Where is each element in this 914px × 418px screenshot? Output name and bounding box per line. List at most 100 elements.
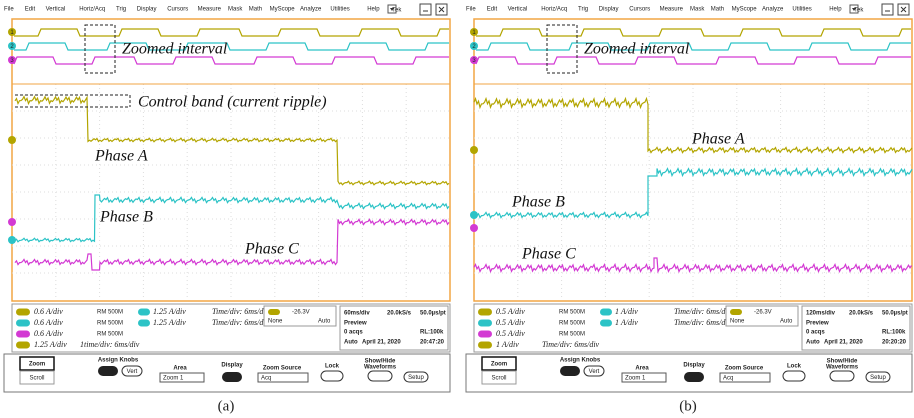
menu-item[interactable]: MyScope: [732, 7, 758, 13]
timebase-date: April 21, 2020: [824, 340, 863, 346]
display-on-label: On: [690, 375, 699, 381]
menu-item[interactable]: Measure: [660, 7, 684, 13]
channel-scale: 1 A/div: [615, 318, 638, 327]
menu-item[interactable]: Cursors: [629, 7, 650, 13]
channel-termination: RM 500M: [97, 321, 123, 327]
channel-scale: 0.6 A/div: [34, 307, 63, 316]
timebase-rate: 20.0kS/s: [849, 311, 874, 317]
trigger-level: -26.3V: [754, 310, 772, 316]
menu-item[interactable]: Edit: [487, 7, 498, 13]
area-label: Area: [635, 366, 649, 372]
timebase-time: 20:20:20: [882, 340, 907, 346]
trigger-level: -26.3V: [292, 310, 310, 316]
minimize-button[interactable]: [420, 4, 431, 15]
zoom-tab-label: Zoom: [29, 362, 45, 368]
menu-item[interactable]: MyScope: [270, 7, 296, 13]
menu-item[interactable]: Mask: [228, 7, 243, 13]
timebase-acqs: 0 acqs: [806, 330, 825, 336]
show-hide-button[interactable]: [368, 371, 392, 381]
timebase-state: Preview: [806, 321, 829, 327]
channel-termination: RM 500M: [559, 310, 585, 316]
show-hide-label: Waveforms: [826, 365, 859, 371]
menu-item[interactable]: Cursors: [167, 7, 188, 13]
channel-termination: RM 500M: [97, 310, 123, 316]
timebase-div: 60ms/div: [344, 311, 370, 317]
phase-label: Phase A: [94, 148, 148, 165]
channel-marker: [470, 211, 478, 219]
zoom-tab-label: Zoom: [491, 362, 507, 368]
zoom-source-value: Acq: [723, 376, 733, 382]
menu-item[interactable]: Edit: [25, 7, 36, 13]
channel-termination: RM 500M: [97, 332, 123, 338]
horiz-label: Horiz: [101, 369, 116, 375]
show-hide-label: Waveforms: [364, 365, 397, 371]
menu-item[interactable]: File: [466, 7, 476, 13]
time-div: Time/div: 6ms/div: [542, 340, 600, 349]
channel-marker: [470, 224, 478, 232]
channel-scale: 1.25 A/div: [153, 318, 186, 327]
menu-item[interactable]: Trig: [578, 7, 588, 13]
brand: Tek: [392, 8, 402, 14]
zoom-source-label: Zoom Source: [725, 366, 764, 372]
channel-marker: [8, 136, 16, 144]
scroll-tab-label: Scroll: [29, 376, 44, 382]
timebase-mode: Auto: [806, 340, 820, 346]
horiz-label: Horiz: [563, 369, 578, 375]
menu-item[interactable]: Mask: [690, 7, 705, 13]
menu-item[interactable]: Help: [829, 7, 842, 13]
figure: File Edit Vertical Horiz/Acq Trig Display Curs…: [0, 0, 914, 418]
channel-scale: 0.5 A/div: [496, 318, 525, 327]
zoom-source-label: Zoom Source: [263, 366, 302, 372]
scope-panel: File Edit Vertical Horiz/Acq Trig Display Curs…: [466, 4, 912, 414]
vert-label: Vert: [127, 369, 138, 375]
timebase-pt: 50.0µs/pt: [882, 311, 908, 317]
menu-item[interactable]: Vertical: [46, 7, 66, 13]
control-band-label: Control band (current ripple): [138, 94, 327, 111]
channel-badge: [138, 309, 150, 316]
minimize-button[interactable]: [882, 4, 893, 15]
zoom-source-value: Acq: [261, 376, 271, 382]
menu-item[interactable]: Horiz/Acq: [541, 7, 567, 13]
menu-item[interactable]: Utilities: [792, 7, 811, 13]
setup-label: Setup: [408, 375, 424, 381]
menu-item[interactable]: Analyze: [762, 7, 784, 13]
channel-badge: [478, 320, 492, 327]
time-div: Time/div: 6ms/div: [212, 307, 270, 316]
display-label: Display: [221, 363, 243, 369]
lock-button[interactable]: [321, 371, 343, 381]
menu-item[interactable]: Math: [711, 7, 724, 13]
menu-item[interactable]: Trig: [116, 7, 126, 13]
menu-item[interactable]: Utilities: [330, 7, 349, 13]
menu-item[interactable]: Display: [599, 7, 619, 13]
phase-label: Phase B: [99, 209, 153, 226]
channel-badge: [478, 331, 492, 338]
show-hide-button[interactable]: [830, 371, 854, 381]
scroll-tab-label: Scroll: [491, 376, 506, 382]
timebase-time: 20:47:20: [420, 340, 445, 346]
menu-item[interactable]: Analyze: [300, 7, 322, 13]
display-label: Display: [683, 363, 705, 369]
lock-button[interactable]: [783, 371, 805, 381]
channel-badge: [600, 309, 612, 316]
time-div: Time/div: 6ms/div: [674, 318, 732, 327]
timebase-rl: RL:100k: [882, 330, 906, 336]
menu-item[interactable]: Display: [137, 7, 157, 13]
trigger-source: None: [268, 319, 283, 325]
channel-marker: [8, 236, 16, 244]
phase-label: Phase C: [244, 241, 299, 258]
timebase-mode: Auto: [344, 340, 358, 346]
menu-item[interactable]: Horiz/Acq: [79, 7, 105, 13]
channel-scale: 0.6 A/div: [34, 329, 63, 338]
channel-scale: 0.6 A/div: [34, 318, 63, 327]
channel-scale: 1 A/div: [615, 307, 638, 316]
menu-item[interactable]: File: [4, 7, 14, 13]
menu-item[interactable]: Vertical: [508, 7, 528, 13]
trigger-badge: [268, 309, 280, 315]
channel-badge: [16, 309, 30, 316]
caption: (a): [218, 398, 235, 414]
channel-marker: [470, 146, 478, 154]
menu-item[interactable]: Measure: [198, 7, 222, 13]
menu-item[interactable]: Help: [367, 7, 380, 13]
channel-marker: [8, 218, 16, 226]
menu-item[interactable]: Math: [249, 7, 262, 13]
